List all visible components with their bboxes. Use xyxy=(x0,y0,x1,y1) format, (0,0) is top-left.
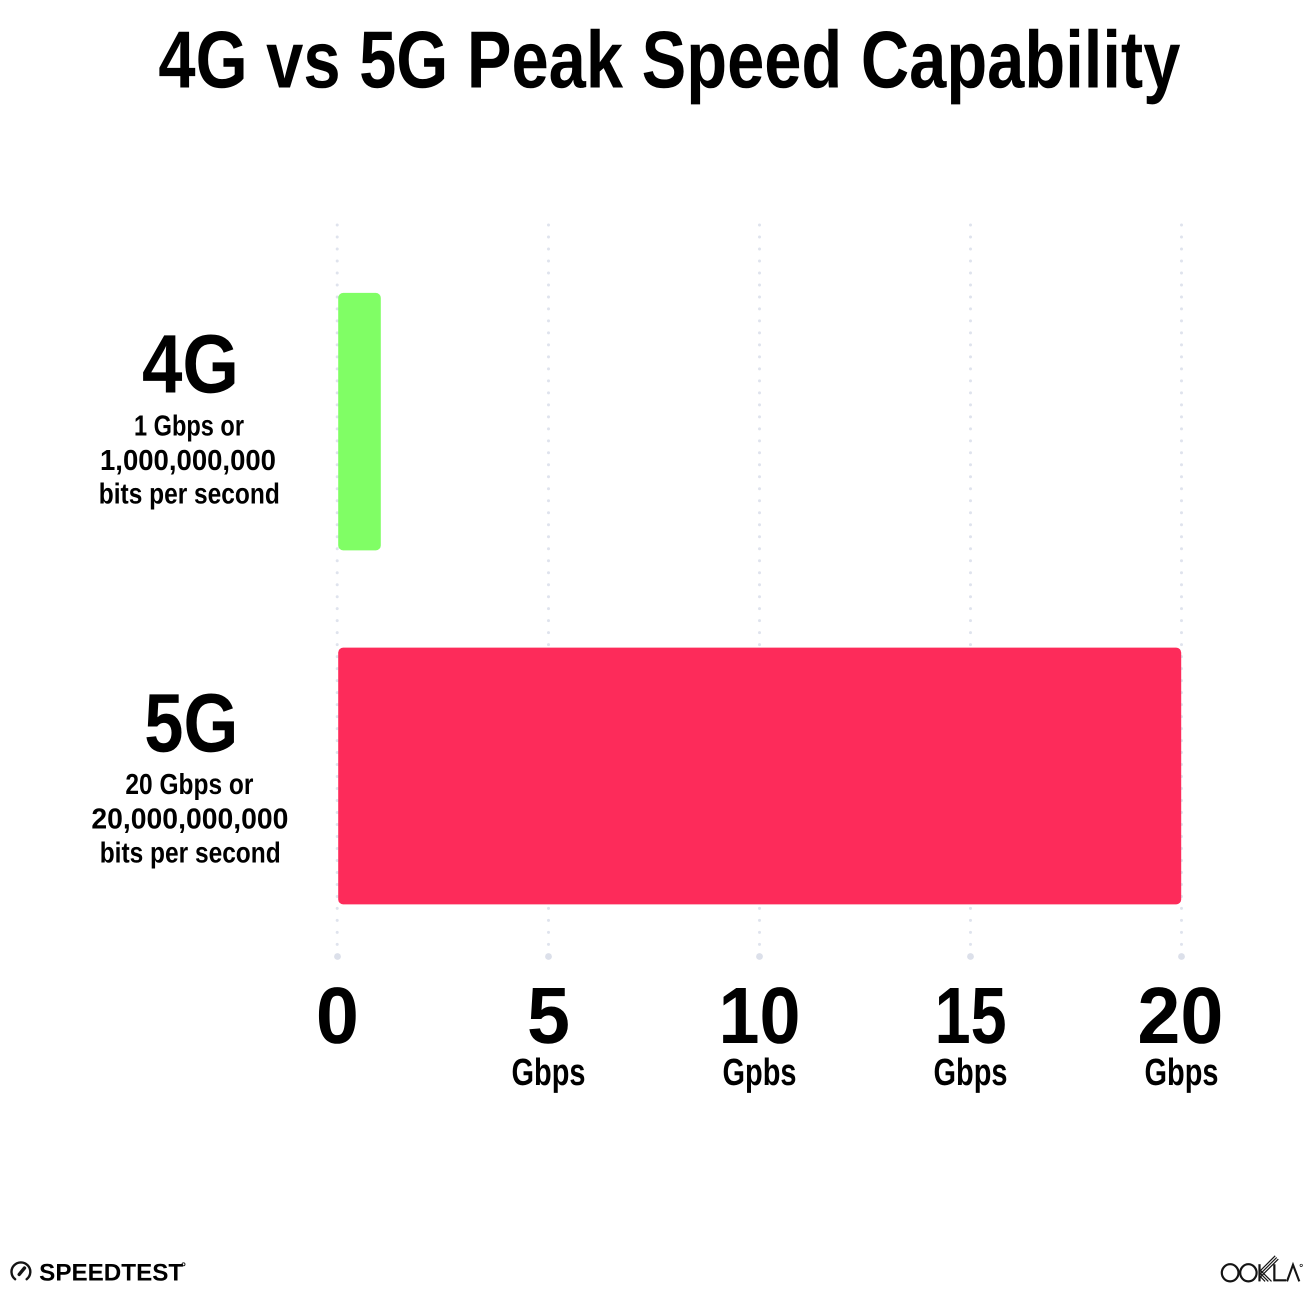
svg-text:SPEEDTEST: SPEEDTEST xyxy=(39,1260,183,1287)
svg-text:Gbps: Gbps xyxy=(1145,1052,1219,1094)
svg-text:Gbps: Gbps xyxy=(934,1052,1008,1094)
svg-text:4G: 4G xyxy=(142,317,239,410)
svg-text:20,000,000,000: 20,000,000,000 xyxy=(91,803,288,835)
svg-text:5G: 5G xyxy=(144,677,238,770)
svg-text:10: 10 xyxy=(719,971,801,1060)
svg-text:1,000,000,000: 1,000,000,000 xyxy=(100,445,276,477)
svg-text:1 Gbps or: 1 Gbps or xyxy=(134,411,244,443)
svg-text:0: 0 xyxy=(316,971,359,1060)
svg-text:bits per second: bits per second xyxy=(100,838,281,870)
svg-text:15: 15 xyxy=(935,971,1007,1060)
svg-text:Gpbs: Gpbs xyxy=(723,1052,797,1094)
svg-text:Gbps: Gbps xyxy=(512,1052,586,1094)
svg-text:bits per second: bits per second xyxy=(99,479,280,511)
svg-text:20: 20 xyxy=(1137,971,1223,1060)
svg-text:4G vs 5G Peak Speed Capability: 4G vs 5G Peak Speed Capability xyxy=(158,16,1180,106)
svg-text:20 Gbps or: 20 Gbps or xyxy=(125,769,253,801)
svg-text:5: 5 xyxy=(527,971,570,1060)
